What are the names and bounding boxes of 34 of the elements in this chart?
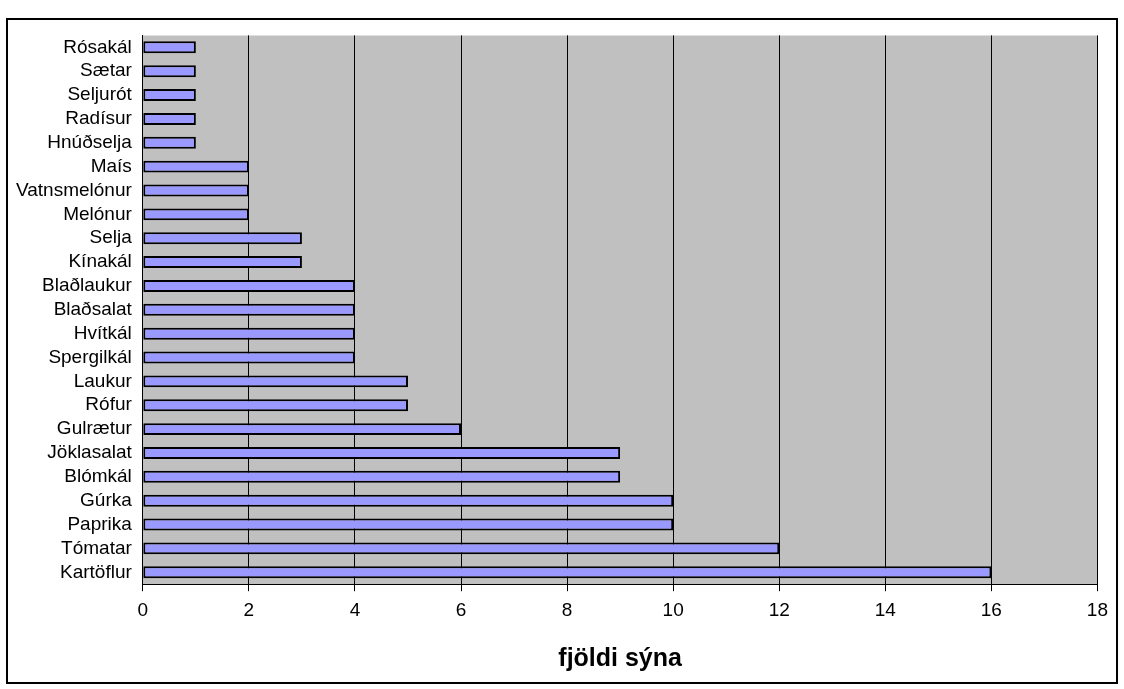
y-tick-label: Blómkál	[64, 465, 132, 487]
y-tick-label: Tómatar	[61, 536, 133, 558]
y-tick-label: Laukur	[73, 369, 133, 391]
x-tick-label: 12	[768, 598, 790, 620]
x-tick-label: 8	[561, 598, 573, 620]
y-tick-label: Hnúðselja	[47, 131, 133, 153]
x-tick-label: 16	[980, 598, 1002, 620]
x-tick-label: 14	[874, 598, 897, 620]
y-tick-label: Selja	[89, 226, 133, 248]
y-tick-label: Radísur	[65, 107, 133, 129]
y-tick-label: Blaðlaukur	[42, 274, 133, 296]
y-tick-label: Melónur	[63, 202, 133, 224]
x-axis-title: fjöldi sýna	[558, 642, 684, 671]
y-tick-label: Kínakál	[68, 250, 132, 272]
y-tick-label: Kartöflur	[60, 560, 133, 582]
y-tick-label: Blaðsalat	[53, 298, 133, 320]
y-tick-label: Maís	[90, 154, 132, 176]
y-tick-label: Rófur	[85, 393, 133, 415]
y-tick-label: Gulrætur	[56, 417, 133, 439]
x-tick-label: 4	[349, 598, 361, 620]
x-tick-label: 18	[1086, 598, 1108, 620]
x-tick-label: 10	[662, 598, 684, 620]
y-tick-label: Jöklasalat	[47, 441, 133, 463]
y-tick-label: Sætar	[80, 59, 133, 81]
x-tick-label: 2	[243, 598, 255, 620]
y-tick-label: Rósakál	[63, 35, 132, 57]
y-tick-label: Paprika	[67, 512, 133, 534]
y-tick-label: Hvítkál	[73, 321, 132, 343]
y-tick-label: Gúrka	[80, 488, 133, 510]
x-tick-label: 6	[455, 598, 467, 620]
y-tick-label: Seljurót	[67, 83, 133, 105]
y-tick-label: Spergilkál	[48, 345, 132, 367]
x-tick-label: 0	[137, 598, 149, 620]
y-tick-label: Vatnsmelónur	[15, 178, 133, 200]
